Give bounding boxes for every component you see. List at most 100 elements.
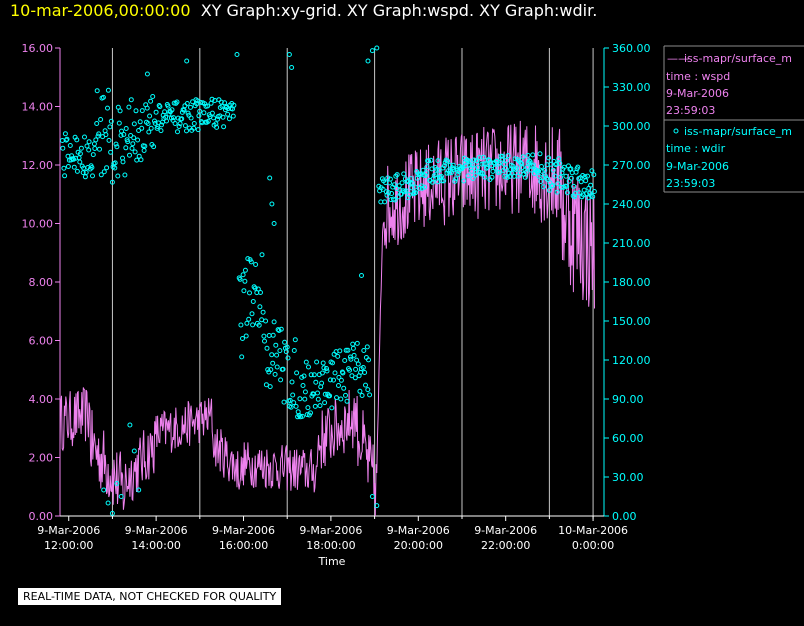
wdir-point-178 [201, 110, 207, 116]
wdir-point-235 [250, 299, 256, 304]
wdir-point-443 [426, 158, 432, 164]
wdir-point-133 [165, 103, 171, 109]
wdir-point-298 [301, 373, 307, 379]
wdir-point-562 [520, 154, 526, 160]
wdir-point-201 [219, 103, 225, 109]
x-tick-date-1: 9-Mar-2006 [125, 524, 188, 537]
wdir-point-495 [467, 162, 473, 168]
wdir-point-617 [564, 183, 570, 189]
wdir-point-624 [569, 170, 575, 176]
wdir-point-165 [191, 125, 197, 131]
wdir-point-251 [263, 382, 269, 388]
wdir-point-81 [123, 126, 129, 131]
wdir-point-123 [157, 104, 163, 110]
wdir-point-94 [134, 157, 140, 163]
wdir-point-512 [481, 154, 486, 160]
wdir-point-340 [335, 353, 341, 359]
wdir-point-374 [362, 370, 368, 375]
wdir-point-602 [552, 173, 558, 179]
wdir-point-221 [240, 336, 245, 341]
wdir-point-46 [96, 131, 102, 137]
wdir-point-452 [433, 172, 439, 178]
wdir-point-111 [148, 98, 154, 104]
wdir-point-313 [313, 379, 319, 385]
wdir-point-278 [285, 355, 291, 361]
wdir-point-549 [510, 163, 516, 169]
wdir-point-584 [538, 179, 544, 184]
wdir-point-253 [265, 367, 271, 373]
wdir-point-293 [297, 396, 303, 402]
wdir-point-436 [420, 167, 426, 173]
wdir-point-583 [537, 151, 543, 157]
wdir-point-331 [327, 377, 333, 383]
wdir-point-655 [109, 510, 115, 516]
wdir-point-575 [531, 162, 536, 168]
wdir-point-262 [272, 371, 278, 377]
wdir-point-501 [472, 166, 478, 172]
wdir-point-18 [74, 137, 80, 143]
wdir-point-395 [387, 176, 393, 182]
wdir-point-585 [539, 164, 544, 169]
wdir-point-552 [512, 156, 518, 162]
wdir-point-274 [282, 339, 288, 345]
chart-header: 10-mar-2006,00:00:00 XY Graph:xy-grid. X… [10, 1, 597, 20]
left-tick-label-4: 8.00 [29, 276, 54, 289]
wdir-point-234 [250, 322, 256, 328]
wdir-point-523 [489, 174, 495, 180]
wdir-point-244 [258, 290, 263, 295]
right-tick-label-6: 180.00 [612, 276, 651, 289]
wdir-point-654 [105, 500, 111, 506]
wdir-point-668 [374, 503, 380, 509]
wdir-point-72 [116, 120, 122, 126]
right-tick-label-8: 240.00 [612, 198, 651, 211]
wdir-point-348 [341, 385, 347, 391]
wdir-point-311 [311, 372, 317, 378]
wdir-point-166 [191, 121, 197, 126]
right-tick-label-12: 360.00 [612, 42, 651, 55]
wdir-point-75 [119, 128, 124, 134]
wdir-point-669 [234, 52, 240, 57]
wdir-point-410 [399, 180, 405, 186]
wdir-point-542 [504, 174, 510, 180]
wdir-point-288 [293, 403, 299, 409]
wdir-point-260 [270, 332, 276, 338]
right-tick-label-5: 150.00 [612, 315, 651, 328]
wdir-point-77 [120, 159, 126, 165]
wdir-point-37 [89, 165, 95, 170]
wdir-point-616 [563, 173, 569, 179]
wdir-point-172 [196, 113, 202, 119]
wdir-point-456 [436, 167, 442, 173]
wdir-point-429 [414, 175, 420, 181]
wdir-point-561 [519, 165, 525, 171]
wdir-point-202 [220, 114, 226, 120]
legend-wdir-series: time : wdir [666, 142, 726, 155]
wdir-point-362 [352, 375, 358, 381]
wdir-point-467 [445, 158, 451, 164]
wdir-point-359 [350, 341, 356, 347]
wdir-point-6 [64, 136, 70, 142]
wdir-point-404 [394, 172, 400, 178]
wdir-point-673 [184, 58, 190, 64]
wdir-point-38 [90, 173, 95, 179]
wdir-point-502 [472, 172, 478, 178]
left-tick-label-5: 10.00 [22, 218, 54, 231]
wdir-point-66 [112, 165, 118, 171]
wdir-point-272 [280, 366, 286, 372]
legend-wdir-source: iss-mapr/surface_m [684, 125, 792, 138]
wdir-point-80 [123, 145, 129, 151]
wdir-point-357 [348, 356, 354, 362]
wdir-point-282 [288, 404, 294, 410]
legend-wspd-source: iss-mapr/surface_m [684, 52, 792, 65]
wdir-point-173 [197, 108, 203, 114]
wdir-point-67 [112, 160, 118, 166]
wdir-point-441 [424, 164, 430, 170]
right-tick-label-3: 90.00 [612, 393, 644, 406]
wdir-point-89 [130, 141, 136, 147]
wdir-point-543 [505, 153, 511, 159]
wdir-point-439 [422, 173, 428, 179]
wdir-point-83 [125, 139, 131, 145]
wdir-point-659 [136, 487, 142, 493]
wdir-point-660 [114, 481, 120, 486]
wdir-point-653 [101, 487, 107, 493]
wdir-point-322 [320, 360, 326, 366]
